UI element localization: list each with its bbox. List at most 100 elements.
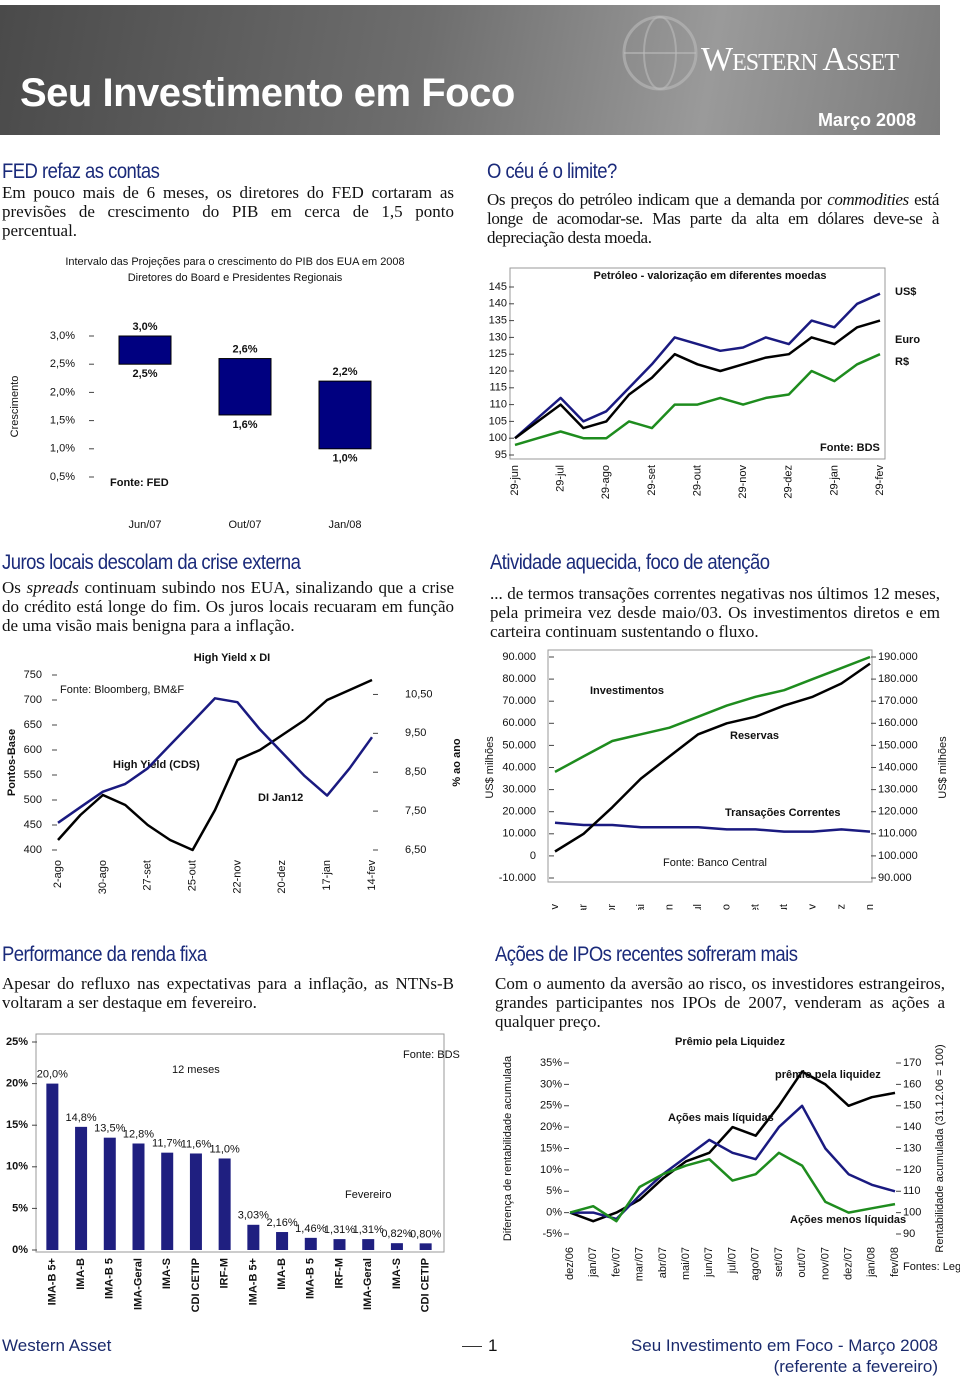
x-tick-label: 22-nov [231,860,243,894]
y-tick-label: 15% [540,1142,562,1154]
x-tick-label: 17-jan [321,860,333,891]
bar [276,1232,289,1250]
plot-frame [35,1033,445,1253]
y-tick-label: 0,5% [50,471,75,483]
x-tick-label: Jun [663,904,675,910]
x-tick-label: jun/07 [703,1247,715,1278]
y-axis-label: US$ milhões [484,736,496,799]
annotation: Fonte: BDS [403,1049,460,1061]
y-tick-label: 35% [540,1057,562,1069]
series-line [57,697,374,824]
bar [304,1237,317,1250]
x-tick-label: IRF-M [219,1258,231,1289]
section-title: Juros locais descolam da crise externa [2,551,301,574]
section-title: Atividade aquecida, foco de atenção [490,551,770,574]
x-tick-label: Abr [606,904,618,910]
value-label: 2,2% [332,366,357,378]
x-tick-label: mar/07 [634,1247,646,1281]
y-axis-label: Diferença de rentabilidade acumulada [502,1055,514,1241]
x-tick-label: CDI CETIP [190,1258,202,1312]
y2-axis-label: Rentabilidade acumulada (31.12.06 = 100) [934,1044,946,1252]
y2-tick-label: 120 [903,1164,921,1176]
y2-tick-label: 100 [903,1207,921,1219]
chart: 0% 5% 10% 15% 20% 25% 12 meses Fevereiro Fonte: … [6,1033,460,1312]
series-label: US$ [895,286,916,298]
y-tick-label: 25% [540,1100,562,1112]
header-band: Seu Investimento em Foco Western Asset M… [0,5,940,135]
x-tick-label: IMA-B 5 [104,1258,116,1299]
value-label: 13,5% [94,1123,125,1135]
annotation: 12 meses [172,1064,220,1076]
series-label: Reservas [730,730,779,742]
section-title: Performance da renda fixa [2,943,207,966]
y2-tick-label: 130 [903,1142,921,1154]
x-tick-label: IMA-Geral [362,1258,374,1310]
x-tick-label: 29-ago [600,465,612,499]
brand-logo: Western Asset [701,41,899,78]
y-tick-label: 90.000 [502,651,536,663]
y2-tick-label: 160 [903,1078,921,1090]
y2-tick-label: 170 [903,1057,921,1069]
footer-brand: Western Asset [2,1336,112,1355]
y2-tick-label: 110.000 [878,828,917,840]
y2-tick-label: 100.000 [878,850,918,862]
plot-frame [547,649,873,883]
x-tick-label: 29-out [691,465,703,496]
y-tick-label: 30% [540,1078,562,1090]
y-tick-label: 750 [24,669,42,681]
y-tick-label: 5% [12,1202,28,1214]
bar [161,1152,174,1250]
bar [390,1243,403,1250]
y2-tick-label: 90.000 [878,872,912,884]
x-tick-label: Dez [835,904,847,910]
y-tick-label: 120 [489,365,507,377]
y-tick-label: 5% [546,1185,562,1197]
x-tick-label: jul/07 [726,1247,738,1274]
y-tick-label: 115 [489,382,507,394]
series-line [569,1151,896,1223]
x-tick-label: IMA-Geral [132,1258,144,1310]
chart: Petróleo - valorização em diferentes moe… [489,267,920,499]
series-line [514,353,881,447]
y-tick-label: 10% [6,1161,28,1173]
y-tick-label: 60.000 [502,717,536,729]
x-tick-label: fev/08 [889,1247,901,1277]
y-tick-label: -5% [542,1228,562,1240]
y2-tick-label: 120.000 [878,806,918,818]
series-label: DI Jan12 [258,792,303,804]
y-tick-label: 2,0% [50,386,75,398]
footer-note: (referente a fevereiro) [773,1357,938,1376]
bar [247,1224,260,1250]
y-axis-label: Crescimento [9,376,21,438]
x-tick-label: out/07 [796,1247,808,1278]
y2-tick-label: 7,50 [405,805,426,817]
section-body: Com o aumento da aversão ao risco, os in… [495,974,945,1031]
x-tick-label: IMA-B 5 [305,1258,317,1299]
value-label: 11,7% [152,1138,183,1150]
x-tick-label: 25-out [186,860,198,891]
section-title: Ações de IPOs recentes sofreram mais [495,943,798,966]
y-tick-label: 700 [24,694,42,706]
x-tick-label: IMA-B 5+ [46,1258,58,1305]
x-tick-label: Jan/08 [328,519,361,531]
y-tick-label: 145 [489,281,507,293]
x-tick-label: jan/08 [866,1247,878,1278]
x-tick-label: nov/07 [819,1247,831,1280]
text: spreads [26,578,79,597]
section-body: Em pouco mais de 6 meses, os diretores d… [2,183,454,240]
value-label: 20,0% [37,1069,68,1081]
value-label: 1,6% [232,419,257,431]
x-tick-label: Out/07 [228,519,261,531]
y-tick-label: 450 [24,819,42,831]
x-tick-label: Out [778,904,790,910]
x-tick-label: 30-ago [97,860,109,894]
x-tick-label: IMA-S [391,1258,403,1289]
y-tick-label: 70.000 [502,695,536,707]
text: está longe de acomodar-se. Mas parte da … [487,190,939,247]
y-tick-label: 15% [6,1119,28,1131]
y2-axis-label: % ao ano [451,738,463,787]
x-tick-label: Set [749,904,761,910]
range-bar [218,358,272,416]
y-tick-label: 20% [540,1121,562,1133]
annotation: Fonte: FED [110,477,169,489]
